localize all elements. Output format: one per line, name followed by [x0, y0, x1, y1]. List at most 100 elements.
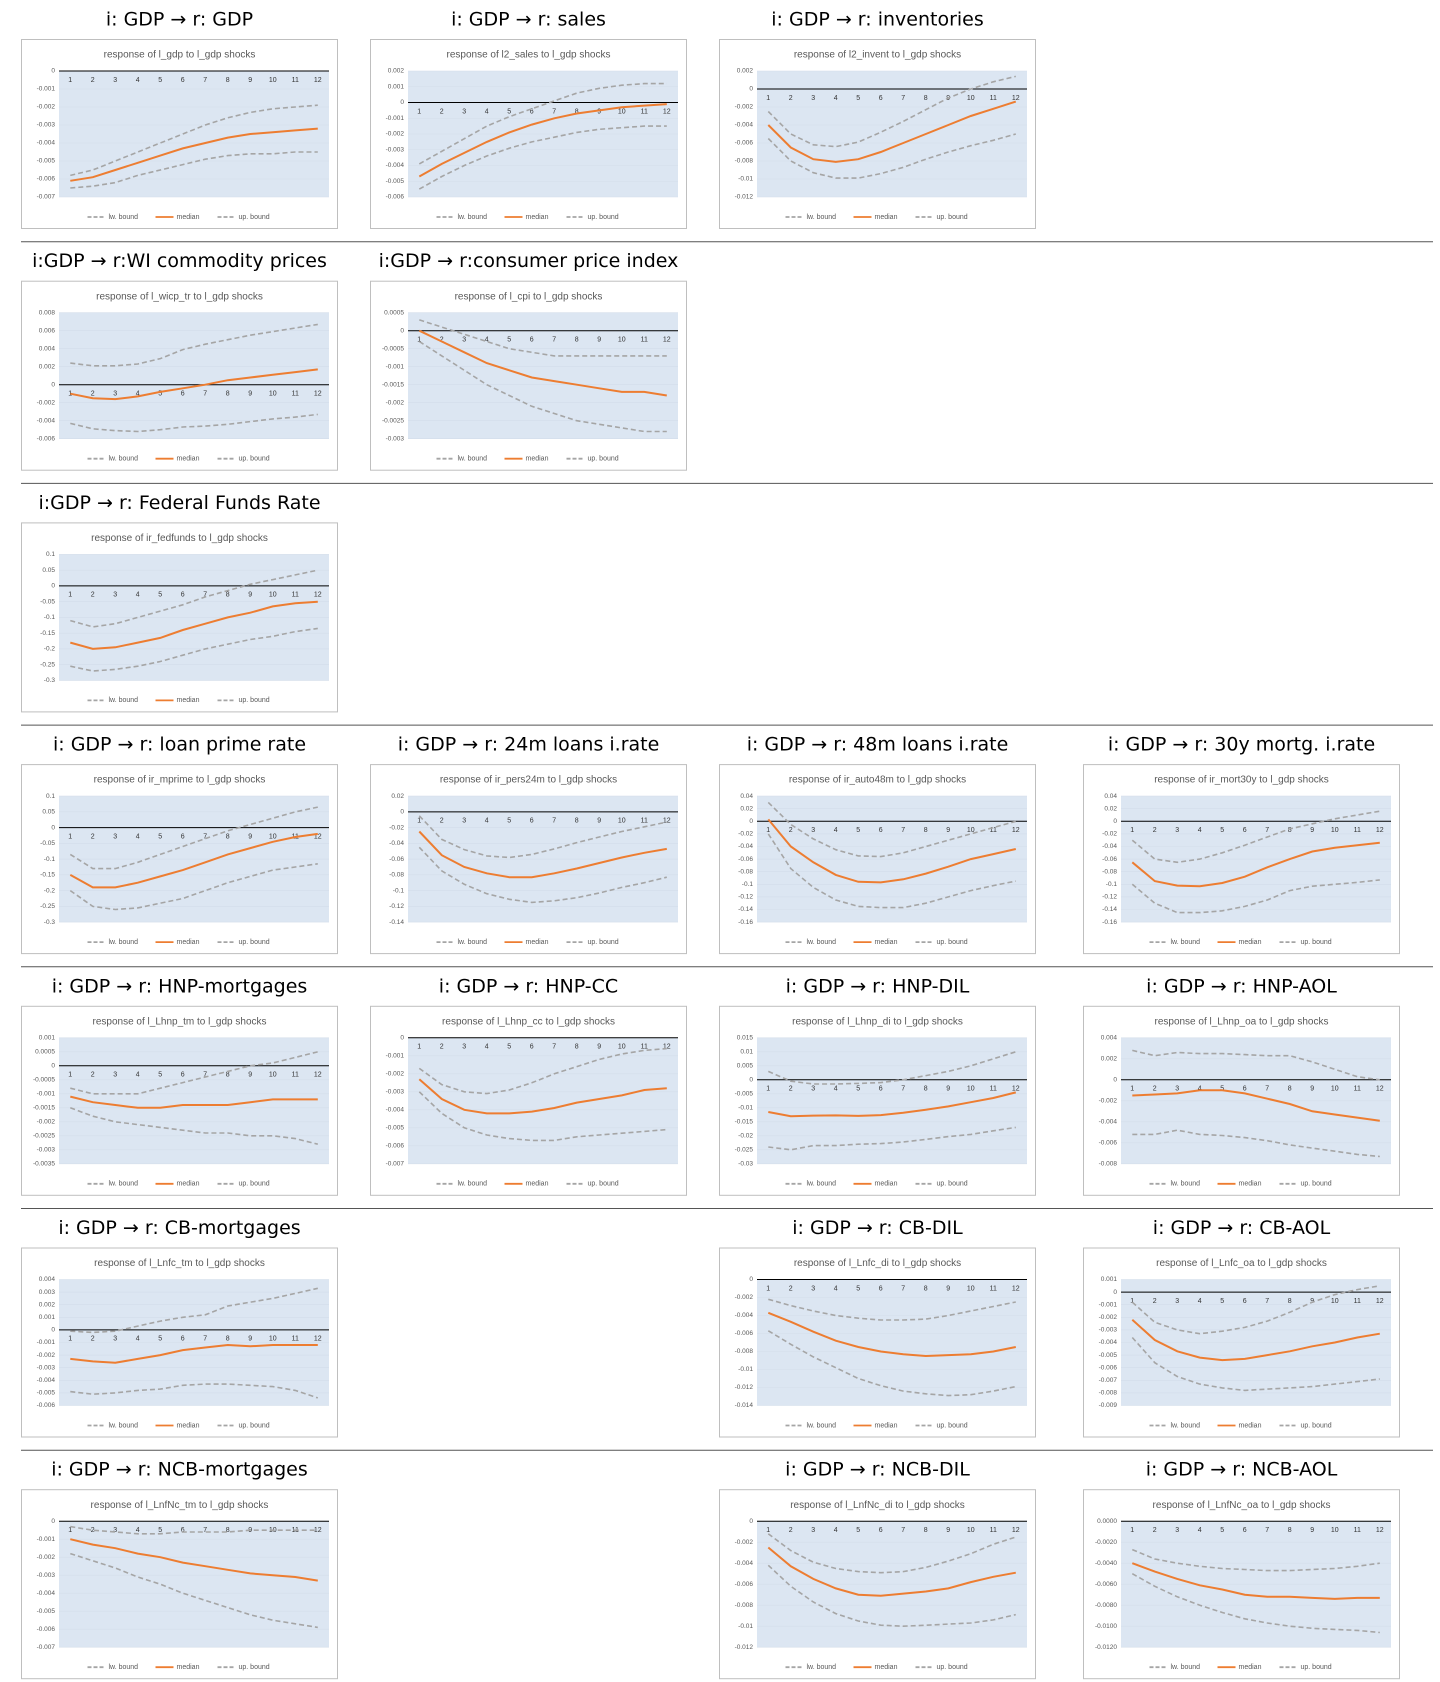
x-tick-label: 3 [113, 391, 117, 398]
y-tick-label: -0.001 [37, 86, 56, 93]
y-tick-label: -0.003 [37, 122, 56, 129]
x-tick-label: 2 [91, 1336, 95, 1343]
x-tick-label: 11 [990, 95, 997, 102]
x-tick-label: 7 [203, 833, 207, 840]
x-tick-label: 3 [113, 1527, 117, 1534]
x-tick-label: 9 [248, 833, 252, 840]
x-tick-label: 11 [1354, 827, 1361, 834]
series-line [418, 329, 667, 397]
y-tick-label: -0.004 [1099, 1339, 1118, 1346]
y-tick-label: 0.001 [39, 1314, 56, 1321]
x-tick-label: 5 [507, 818, 511, 825]
y-tick-label: -0.002 [1099, 1098, 1118, 1105]
x-tick-label: 12 [1376, 827, 1384, 834]
x-tick-label: 2 [91, 1072, 95, 1079]
y-tick-label: 0.002 [1101, 1056, 1118, 1063]
x-tick-label: 12 [663, 108, 671, 115]
series-line [767, 801, 1017, 858]
panel-heading: i: GDP → r: NCB-DIL [785, 1459, 970, 1481]
x-tick-label: 1 [68, 592, 72, 599]
y-tick-label: -0.0005 [382, 345, 404, 352]
legend-label: median [875, 214, 898, 221]
y-tick-label: 0 [749, 1518, 753, 1525]
x-tick-label: 12 [1012, 1086, 1020, 1093]
series-line [767, 1546, 1016, 1597]
legend-label: up. bound [937, 1181, 968, 1188]
x-tick-label: 2 [91, 592, 95, 599]
panel-heading: i: GDP → r: sales [451, 9, 606, 31]
legend-label: lw. bound [1171, 939, 1201, 946]
legend-label: lw. bound [109, 214, 139, 221]
y-tick-label: -0.002 [386, 1071, 405, 1078]
x-tick-label: 12 [314, 77, 322, 84]
y-tick-label: -0.2 [44, 887, 56, 894]
x-tick-label: 4 [485, 108, 489, 115]
x-tick-label: 4 [485, 818, 489, 825]
y-tick-label: -0.01 [738, 176, 753, 183]
x-tick-label: 1 [1130, 1086, 1134, 1093]
x-tick-label: 7 [1265, 1298, 1269, 1305]
x-tick-label: 2 [789, 1285, 793, 1292]
x-tick-label: 7 [552, 1044, 556, 1051]
y-tick-label: 0.0005 [35, 1049, 55, 1056]
plot-area [757, 1279, 1027, 1406]
series-line [1131, 1562, 1380, 1600]
y-tick-label: -0.06 [1102, 856, 1117, 863]
y-tick-label: -0.001 [37, 1536, 56, 1543]
x-tick-label: 7 [901, 827, 905, 834]
x-tick-label: 10 [967, 95, 975, 102]
y-tick-label: -0.002 [386, 131, 405, 138]
x-tick-label: 11 [292, 1336, 299, 1343]
x-tick-label: 3 [113, 77, 117, 84]
x-tick-label: 8 [1288, 1527, 1292, 1534]
y-tick-label: -0.003 [37, 1572, 56, 1579]
x-tick-label: 12 [1012, 95, 1020, 102]
legend-label: up. bound [1301, 939, 1332, 946]
x-tick-label: 2 [1153, 1086, 1157, 1093]
y-tick-label: -0.0025 [33, 1133, 55, 1140]
y-tick-label: -0.14 [738, 906, 753, 913]
y-tick-label: -0.2 [44, 646, 56, 653]
legend-label: median [177, 1422, 200, 1429]
series-line [418, 846, 667, 904]
x-tick-label: 10 [1331, 827, 1339, 834]
x-tick-label: 7 [901, 1285, 905, 1292]
chart-title: response of l_wicp_tr to l_gdp shocks [96, 291, 263, 302]
x-tick-label: 11 [292, 1072, 299, 1079]
x-tick-label: 11 [990, 827, 997, 834]
x-tick-label: 8 [575, 1044, 579, 1051]
x-tick-label: 6 [879, 827, 883, 834]
y-tick-label: 0 [1113, 1289, 1117, 1296]
x-tick-label: 5 [158, 391, 162, 398]
legend-label: up. bound [239, 1181, 270, 1188]
y-tick-label: 0 [749, 1077, 753, 1084]
x-tick-label: 1 [417, 108, 421, 115]
x-tick-label: 3 [462, 1044, 466, 1051]
y-tick-label: 0.02 [740, 805, 753, 812]
y-tick-label: 0 [400, 327, 404, 334]
x-tick-label: 6 [181, 1072, 185, 1079]
y-tick-label: -0.004 [735, 1560, 754, 1567]
y-tick-label: 0.1 [46, 551, 55, 558]
y-tick-label: 0 [51, 1327, 55, 1334]
y-tick-label: -0.007 [1099, 1377, 1118, 1384]
panel-heading: i: GDP → r: 30y mortg. i.rate [1108, 734, 1375, 756]
x-tick-label: 4 [1198, 1527, 1202, 1534]
series-line [1131, 1336, 1380, 1392]
panel-heading: i: GDP → r: CB-DIL [792, 1217, 963, 1239]
plot-area [59, 1037, 329, 1164]
x-tick-label: 1 [766, 1086, 770, 1093]
x-tick-label: 6 [530, 818, 534, 825]
legend-label: median [875, 1181, 898, 1188]
x-tick-label: 11 [292, 592, 299, 599]
x-tick-label: 4 [485, 1044, 489, 1051]
x-tick-label: 11 [1354, 1086, 1361, 1093]
y-tick-label: 0.001 [1101, 1276, 1118, 1283]
series-line [69, 863, 318, 911]
y-tick-label: 0.002 [388, 68, 405, 75]
x-tick-label: 6 [1243, 1527, 1247, 1534]
x-tick-label: 1 [766, 95, 770, 102]
x-tick-label: 4 [834, 1527, 838, 1534]
chart: response of l_Lnfc_di to l_gdp shocks 0 -0… [719, 1247, 1036, 1438]
